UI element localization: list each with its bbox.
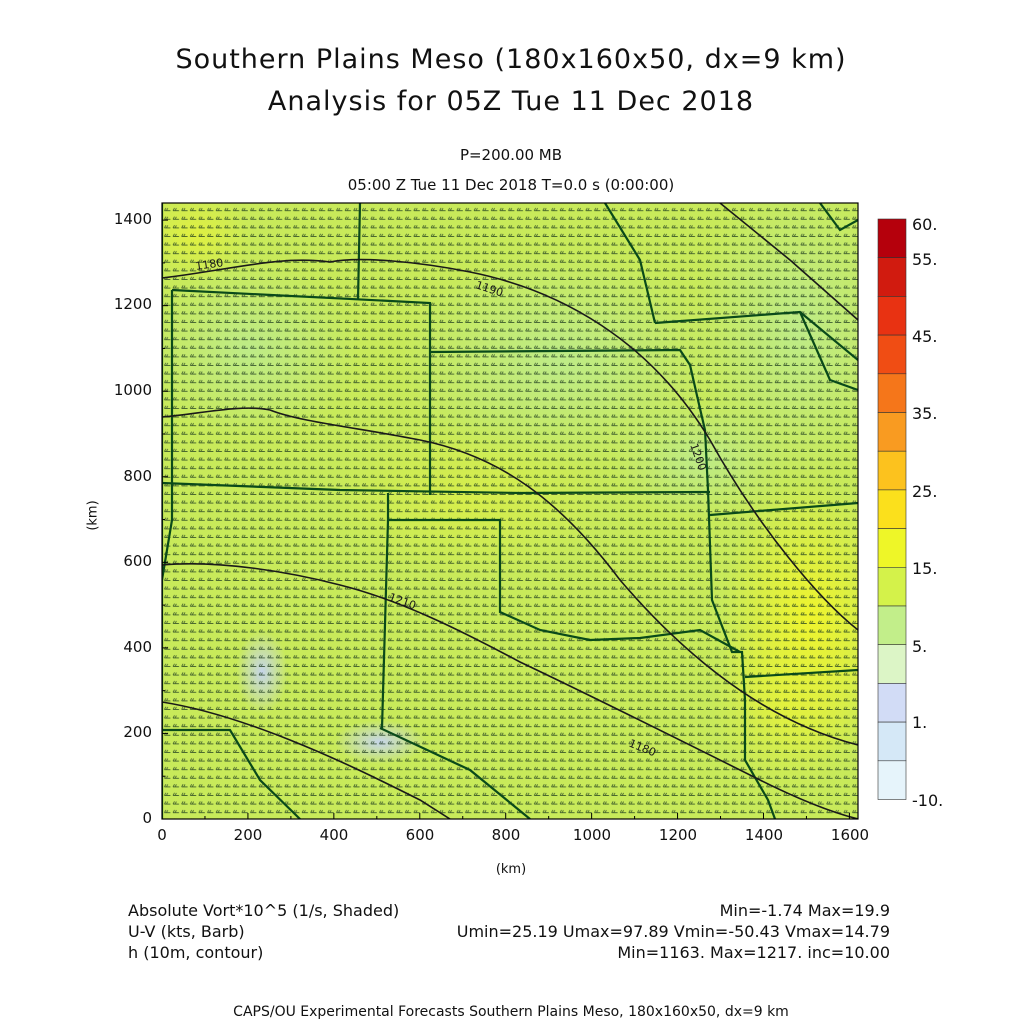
colorbar-label: 35. bbox=[912, 404, 938, 423]
y-tick-label: 1400 bbox=[113, 210, 152, 228]
state-boundaries bbox=[162, 203, 858, 819]
y-tick-label: 0 bbox=[142, 809, 152, 827]
colorbar-swatch bbox=[877, 721, 907, 762]
field1-stats: Min=-1.74 Max=19.9 bbox=[719, 901, 890, 920]
colorbar-swatch bbox=[877, 334, 907, 375]
colorbar-swatch bbox=[877, 373, 907, 413]
colorbar-swatch bbox=[877, 450, 907, 491]
field3-stats: Min=1163. Max=1217. inc=10.00 bbox=[617, 943, 890, 962]
field3-name: h (10m, contour) bbox=[128, 943, 264, 962]
x-tick-label: 200 bbox=[233, 826, 263, 844]
x-tick-label: 1200 bbox=[658, 826, 698, 844]
colorbar-swatch bbox=[877, 528, 907, 568]
colorbar bbox=[877, 218, 907, 800]
title-line-2: Analysis for 05Z Tue 11 Dec 2018 bbox=[267, 86, 755, 117]
axis-ticks bbox=[161, 219, 850, 820]
field2-name: U-V (kts, Barb) bbox=[128, 922, 245, 941]
colorbar-swatch bbox=[877, 296, 907, 336]
colorbar-swatch bbox=[877, 489, 907, 529]
credit-line: CAPS/OU Experimental Forecasts Southern … bbox=[233, 1004, 789, 1020]
title-line-1: Southern Plains Meso (180x160x50, dx=9 k… bbox=[175, 44, 847, 75]
y-tick-label: 400 bbox=[123, 638, 152, 656]
colorbar-swatch bbox=[877, 257, 907, 297]
field2-stats: Umin=25.19 Umax=97.89 Vmin=-50.43 Vmax=1… bbox=[456, 922, 890, 941]
colorbar-label: -10. bbox=[912, 791, 944, 810]
colorbar-swatch bbox=[877, 760, 907, 800]
y-tick-label: 800 bbox=[123, 467, 152, 485]
colorbar-swatch bbox=[877, 218, 907, 259]
x-tick-label: 1400 bbox=[744, 826, 784, 844]
colorbar-swatch bbox=[877, 566, 907, 607]
x-tick-label: 1600 bbox=[830, 826, 870, 844]
y-tick-label: 600 bbox=[123, 552, 152, 570]
height-contours bbox=[162, 203, 858, 819]
y-axis-unit: (km) bbox=[85, 500, 101, 531]
field1-name: Absolute Vort*10^5 (1/s, Shaded) bbox=[128, 901, 400, 920]
vorticity-shading bbox=[162, 203, 858, 819]
colorbar-label: 55. bbox=[912, 250, 938, 269]
valid-time: 05:00 Z Tue 11 Dec 2018 T=0.0 s (0:00:00… bbox=[347, 176, 675, 194]
plot-frame bbox=[161, 202, 859, 820]
y-tick-label: 1200 bbox=[113, 295, 152, 313]
colorbar-label: 5. bbox=[912, 637, 928, 656]
x-tick-label: 400 bbox=[319, 826, 349, 844]
x-tick-label: 1000 bbox=[572, 826, 612, 844]
y-tick-label: 200 bbox=[123, 723, 152, 741]
colorbar-swatch bbox=[877, 412, 907, 452]
colorbar-label: 45. bbox=[912, 327, 938, 346]
colorbar-label: 60. bbox=[912, 215, 938, 234]
y-tick-label: 1000 bbox=[113, 381, 152, 399]
colorbar-swatch bbox=[877, 605, 907, 646]
colorbar-label: 15. bbox=[912, 559, 938, 578]
x-tick-label: 600 bbox=[405, 826, 435, 844]
x-axis-unit: (km) bbox=[495, 862, 527, 877]
colorbar-label: 25. bbox=[912, 482, 938, 501]
contour-label-1: 1180 bbox=[195, 256, 225, 273]
x-tick-label: 800 bbox=[491, 826, 521, 844]
colorbar-swatch bbox=[877, 683, 907, 723]
colorbar-swatch bbox=[877, 644, 907, 684]
x-tick-label: 0 bbox=[157, 826, 167, 844]
pressure-level: P=200.00 MB bbox=[459, 146, 563, 164]
colorbar-label: 1. bbox=[912, 713, 928, 732]
